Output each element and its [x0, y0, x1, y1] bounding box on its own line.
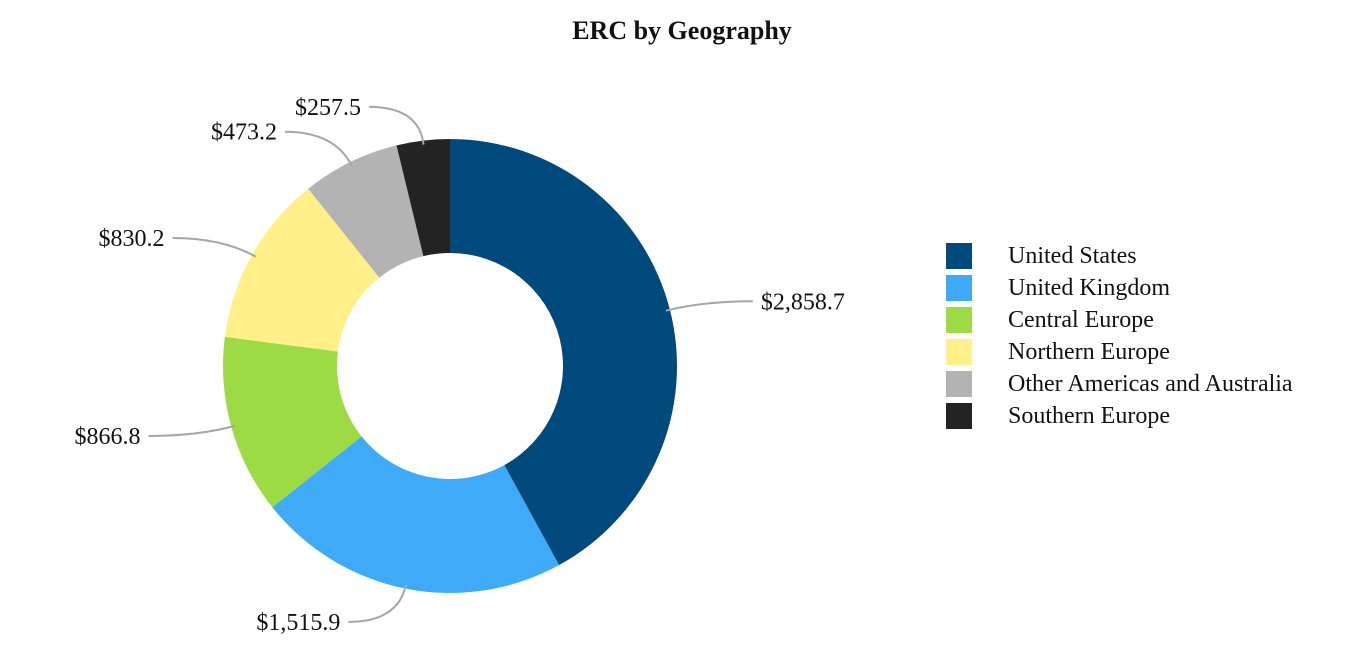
data-label: $257.5 [295, 95, 361, 121]
legend-item: United States [946, 240, 1293, 272]
donut-slice [308, 145, 424, 278]
legend-item: Southern Europe [946, 400, 1293, 432]
legend-swatch [946, 403, 972, 429]
legend-label: Other Americas and Australia [1008, 370, 1293, 397]
leader-line [348, 584, 407, 623]
legend-item: Northern Europe [946, 336, 1293, 368]
legend-swatch [946, 307, 972, 333]
legend-swatch [946, 339, 972, 365]
legend-item: Central Europe [946, 304, 1293, 336]
legend: United States United Kingdom Central Eur… [946, 240, 1293, 432]
legend-label: Northern Europe [1008, 338, 1170, 365]
leader-lines [148, 105, 753, 623]
chart-title: ERC by Geography [572, 16, 792, 45]
legend-label: Central Europe [1008, 306, 1154, 333]
legend-label: United States [1008, 242, 1137, 269]
legend-swatch [946, 371, 972, 397]
legend-item: Other Americas and Australia [946, 368, 1293, 400]
data-label: $866.8 [75, 424, 141, 450]
data-label: $830.2 [99, 226, 165, 252]
leader-line [172, 237, 257, 258]
donut-chart: $2,858.7 $1,515.9 $866.8 $830.2 $473.2 $257.5 [75, 95, 845, 636]
leader-line [284, 130, 353, 167]
legend-swatch [946, 243, 972, 269]
data-labels: $2,858.7 $1,515.9 $866.8 $830.2 $473.2 $257.5 [75, 95, 845, 636]
legend-swatch [946, 275, 972, 301]
data-label: $473.2 [211, 120, 277, 146]
data-label: $1,515.9 [256, 610, 340, 636]
legend-label: Southern Europe [1008, 402, 1170, 429]
donut-slice [222, 336, 362, 508]
donut-slice [450, 139, 677, 566]
legend-item: United Kingdom [946, 272, 1293, 304]
leader-line [148, 424, 236, 437]
donut-slice [396, 139, 450, 257]
data-label: $2,858.7 [761, 289, 845, 315]
slices [222, 139, 677, 593]
donut-slice [224, 188, 380, 352]
leader-line [369, 105, 425, 145]
legend-label: United Kingdom [1008, 274, 1170, 301]
donut-slice [272, 436, 560, 593]
leader-line [665, 300, 753, 312]
